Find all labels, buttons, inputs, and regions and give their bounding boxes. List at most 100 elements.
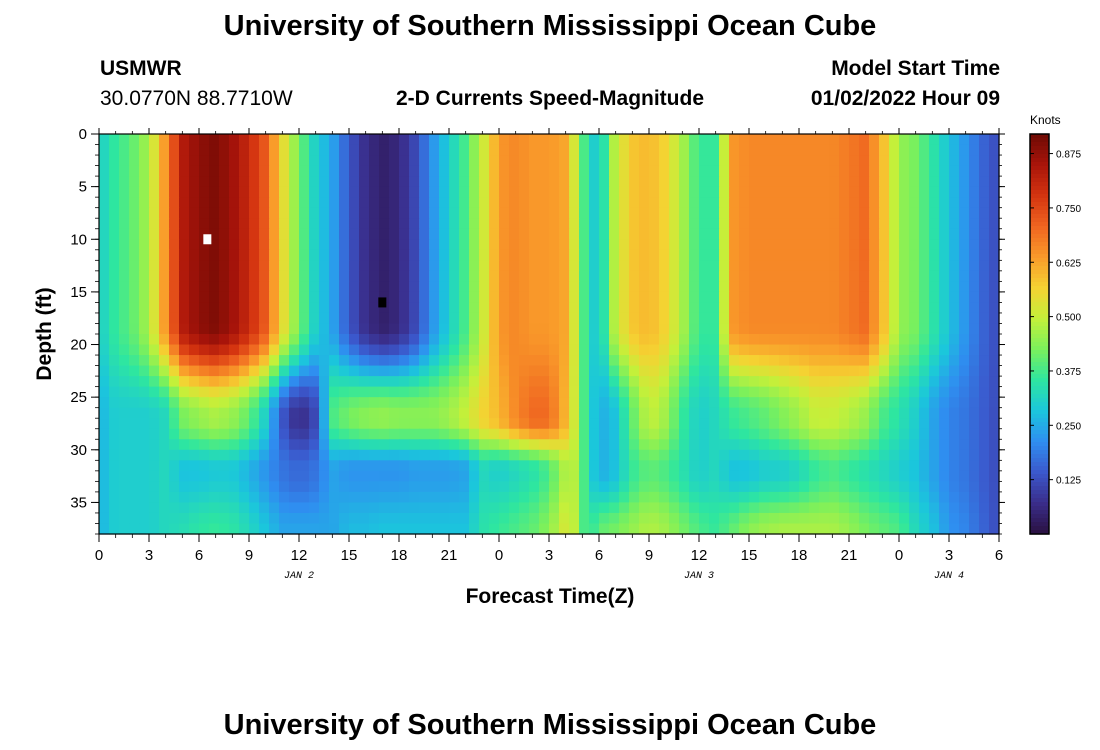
heat-cell — [149, 460, 160, 472]
heat-cell — [889, 365, 900, 377]
heat-cell — [919, 470, 930, 482]
heat-cell — [419, 207, 430, 219]
heat-cell — [229, 186, 240, 198]
heat-cell — [759, 239, 770, 251]
heat-cell — [149, 144, 160, 156]
heat-cell — [829, 376, 840, 388]
heat-cell — [119, 281, 130, 293]
heat-cell — [959, 470, 970, 482]
heat-cell — [569, 481, 580, 493]
heat-cell — [559, 186, 570, 198]
heat-cell — [989, 249, 1000, 261]
heat-cell — [479, 186, 490, 198]
heat-cell — [579, 281, 590, 293]
heat-cell — [739, 376, 750, 388]
heat-cell — [629, 397, 640, 409]
heat-cell — [779, 312, 790, 325]
heat-cell — [729, 260, 740, 272]
heat-cell — [749, 439, 760, 451]
heat-cell — [139, 291, 150, 304]
heat-cell — [349, 239, 360, 251]
heat-cell — [789, 355, 800, 367]
heat-cell — [149, 134, 160, 146]
heat-cell — [899, 523, 910, 535]
heat-cell — [389, 439, 400, 451]
heat-cell — [129, 176, 140, 188]
heat-cell — [919, 260, 930, 272]
heat-cell — [99, 291, 110, 304]
heat-cell — [669, 334, 680, 346]
heat-cell — [449, 355, 460, 367]
heat-cell — [859, 197, 870, 209]
heat-cell — [529, 291, 540, 304]
heat-cell — [219, 207, 230, 219]
heat-cell — [329, 512, 340, 525]
heat-cell — [299, 355, 310, 367]
heat-cell — [219, 186, 230, 198]
heat-cell — [449, 144, 460, 156]
heat-cell — [349, 523, 360, 535]
heat-cell — [419, 218, 430, 230]
heat-cell — [829, 228, 840, 240]
heat-cell — [159, 428, 170, 440]
heat-cell — [109, 449, 120, 461]
colorbar-step — [1030, 330, 1049, 335]
heat-cell — [679, 365, 690, 377]
heat-cell — [99, 270, 110, 282]
heat-cell — [289, 281, 300, 293]
heat-cell — [319, 355, 330, 367]
heat-cell — [119, 218, 130, 230]
heat-cell — [699, 249, 710, 261]
heat-cell — [959, 218, 970, 230]
heat-cell — [519, 323, 530, 335]
heat-cell — [169, 134, 180, 146]
heat-cell — [849, 165, 860, 177]
heat-cell — [689, 260, 700, 272]
heat-cell — [959, 155, 970, 167]
heat-cell — [289, 481, 300, 493]
heat-cell — [689, 470, 700, 482]
heat-cell — [879, 144, 890, 156]
heat-cell — [779, 176, 790, 188]
heat-cell — [589, 418, 600, 430]
heat-cell — [619, 334, 630, 346]
heat-cell — [819, 491, 830, 504]
heat-cell — [569, 218, 580, 230]
heat-cell — [719, 449, 730, 461]
heat-cell — [429, 144, 440, 156]
heat-cell — [839, 386, 850, 398]
heat-cell — [539, 491, 550, 504]
heat-cell — [749, 386, 760, 398]
heat-cell — [529, 165, 540, 177]
heat-cell — [959, 376, 970, 388]
heat-cell — [829, 312, 840, 325]
heat-cell — [109, 155, 120, 167]
heat-cell — [929, 218, 940, 230]
heat-cell — [709, 512, 720, 525]
y-tick-label: 5 — [79, 179, 87, 196]
heat-cell — [549, 344, 560, 356]
heat-cell — [839, 165, 850, 177]
heat-cell — [329, 386, 340, 398]
heat-cell — [169, 260, 180, 272]
heat-cell — [129, 523, 140, 535]
heat-cell — [609, 144, 620, 156]
heat-cell — [419, 144, 430, 156]
heat-cell — [139, 249, 150, 261]
heat-cell — [659, 302, 670, 314]
heat-cell — [259, 260, 270, 272]
heat-cell — [579, 144, 590, 156]
heat-cell — [889, 407, 900, 419]
heat-cell — [349, 260, 360, 272]
heat-cell — [209, 481, 220, 493]
heat-cell — [869, 144, 880, 156]
heat-cell — [759, 344, 770, 356]
heat-cell — [199, 418, 210, 430]
heat-cell — [289, 502, 300, 514]
heat-cell — [209, 449, 220, 461]
heat-cell — [549, 302, 560, 314]
heat-cell — [859, 291, 870, 304]
heat-cell — [679, 144, 690, 156]
heat-cell — [829, 186, 840, 198]
heat-cell — [389, 460, 400, 472]
